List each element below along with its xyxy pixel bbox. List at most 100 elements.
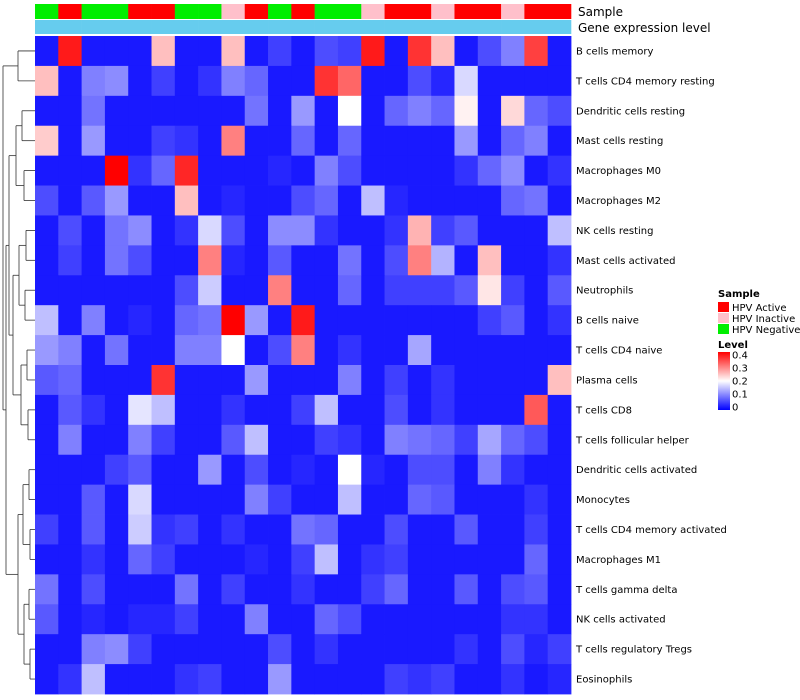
heatmap-cell (198, 514, 222, 545)
heatmap-cell (524, 245, 549, 276)
heatmap-cell (128, 604, 152, 635)
heatmap-cell (198, 275, 222, 306)
heatmap-cell (384, 664, 409, 695)
heatmap-cell (501, 544, 525, 575)
heatmap-cell (384, 514, 409, 545)
heatmap-cell (151, 424, 176, 456)
heatmap-cell (268, 664, 292, 695)
heatmap-cell (454, 215, 479, 246)
heatmap-cell (384, 185, 409, 216)
heatmap-cell (337, 394, 362, 426)
heatmap-cell (35, 424, 59, 456)
heatmap-cell (547, 634, 572, 665)
heatmap-cell (198, 394, 222, 426)
heatmap-cell (431, 95, 455, 127)
heatmap-cell (104, 125, 129, 157)
heatmap-cell (221, 394, 246, 426)
heatmap-cell (221, 544, 246, 575)
heatmap-cell (337, 95, 362, 127)
sample-annotation-cell (198, 4, 222, 19)
heatmap-cell (361, 544, 385, 575)
legend-swatch (718, 324, 729, 334)
heatmap-cell (361, 215, 385, 246)
heatmap-cell (361, 634, 385, 665)
heatmap-cell (81, 275, 106, 306)
sample-annotation-cell (361, 4, 385, 19)
heatmap-cell (104, 185, 129, 216)
heatmap-cell (104, 394, 129, 426)
heatmap-cell (291, 275, 316, 306)
gene-expression-annotation-cell (337, 20, 362, 34)
heatmap-cell (477, 95, 502, 127)
heatmap-cell (268, 514, 292, 545)
legend-entry-label: HPV Active (732, 303, 787, 314)
heatmap-cell (454, 275, 479, 306)
heatmap-cell (431, 394, 455, 426)
heatmap-cell (268, 335, 292, 366)
heatmap-cell (337, 604, 362, 635)
heatmap-cell (337, 275, 362, 306)
heatmap-cell (501, 215, 525, 246)
heatmap-cell (174, 65, 199, 97)
heatmap-cell (454, 544, 479, 575)
row-label: Dendritic cells activated (576, 465, 697, 476)
sample-annotation-cell (128, 4, 152, 19)
heatmap-cell (244, 275, 269, 306)
heatmap-cell (407, 664, 432, 695)
heatmap-cell (431, 185, 455, 216)
heatmap-cell (244, 36, 269, 67)
heatmap-cell (337, 245, 362, 276)
heatmap-cell (104, 215, 129, 246)
heatmap-cell (384, 394, 409, 426)
heatmap-cell (501, 305, 525, 336)
heatmap-cell (35, 245, 59, 276)
heatmap-cell (198, 664, 222, 695)
heatmap-cell (524, 544, 549, 575)
heatmap-cell (361, 514, 385, 545)
heatmap-cell (291, 454, 316, 486)
heatmap-cell (431, 125, 455, 157)
row-label: Monocytes (576, 495, 630, 506)
heatmap-cell (407, 574, 432, 605)
heatmap-cell (524, 574, 549, 605)
heatmap-cell (151, 275, 176, 306)
heatmap-cell (291, 424, 316, 456)
heatmap-cell (407, 454, 432, 486)
heatmap-cell (454, 664, 479, 695)
heatmap-cell (244, 394, 269, 426)
row-label: T cells CD4 memory resting (575, 76, 715, 87)
heatmap-cell (454, 155, 479, 186)
legend-entry-label: HPV Inactive (732, 314, 795, 325)
heatmap-cell (58, 245, 83, 276)
heatmap-cell (81, 634, 106, 665)
heatmap-cell (244, 155, 269, 186)
heatmap-cell (501, 275, 525, 306)
heatmap-cell (221, 275, 246, 306)
heatmap-cell (128, 245, 152, 276)
heatmap-cell (501, 36, 525, 67)
heatmap-cell (337, 155, 362, 186)
heatmap-cell (35, 125, 59, 157)
heatmap-cell (81, 36, 106, 67)
heatmap-cell (477, 275, 502, 306)
legend-sample-title: Sample (718, 289, 760, 300)
gene-expression-annotation-cell (268, 20, 292, 34)
heatmap-cell (244, 95, 269, 127)
heatmap-cell (35, 634, 59, 665)
heatmap-cell (314, 125, 339, 157)
heatmap-cell (58, 36, 83, 67)
heatmap-cell (58, 275, 83, 306)
gene-expression-annotation-cell (361, 20, 385, 34)
heatmap-cell (454, 454, 479, 486)
heatmap-cell (221, 36, 246, 67)
heatmap-cell (314, 36, 339, 67)
heatmap-cell (58, 424, 83, 456)
heatmap-cell (361, 305, 385, 336)
heatmap-cell (384, 634, 409, 665)
heatmap-cell (198, 65, 222, 97)
heatmap-cell (384, 245, 409, 276)
heatmap-cell (524, 604, 549, 635)
heatmap-cell (384, 484, 409, 515)
gene-expression-annotation-cell (407, 20, 432, 34)
sample-annotation-cell (407, 4, 432, 19)
